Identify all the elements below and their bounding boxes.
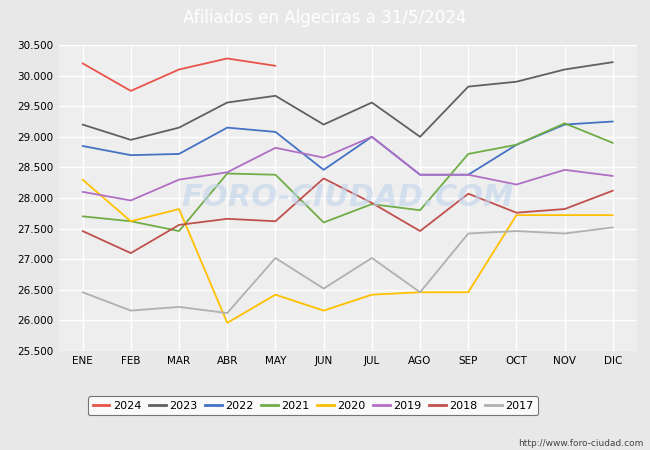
Text: Afiliados en Algeciras a 31/5/2024: Afiliados en Algeciras a 31/5/2024 bbox=[183, 9, 467, 27]
Text: http://www.foro-ciudad.com: http://www.foro-ciudad.com bbox=[518, 439, 644, 448]
Text: FORO-CIUDAD.COM: FORO-CIUDAD.COM bbox=[181, 184, 514, 212]
Legend: 2024, 2023, 2022, 2021, 2020, 2019, 2018, 2017: 2024, 2023, 2022, 2021, 2020, 2019, 2018… bbox=[88, 396, 538, 415]
